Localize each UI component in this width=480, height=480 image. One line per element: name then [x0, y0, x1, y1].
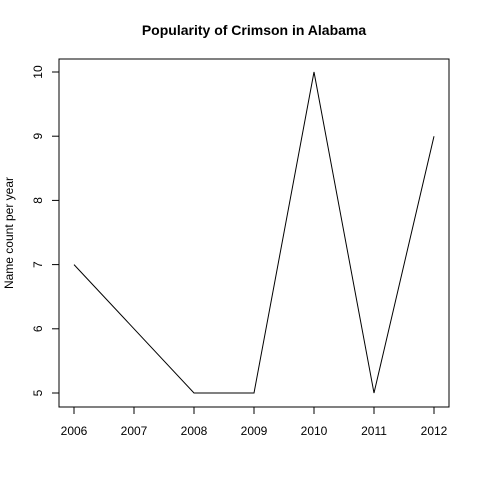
- y-tick-label-10: 10: [31, 65, 45, 79]
- y-tick-label-5: 5: [31, 389, 45, 396]
- y-axis-label: Name count per year: [2, 177, 16, 289]
- y-axis: 5 6 7 8 9 10: [31, 65, 59, 396]
- x-tick-label-2012: 2012: [421, 424, 448, 438]
- x-tick-label-2010: 2010: [301, 424, 328, 438]
- y-tick-label-7: 7: [31, 261, 45, 268]
- x-tick-label-2006: 2006: [61, 424, 88, 438]
- chart-title: Popularity of Crimson in Alabama: [142, 22, 367, 38]
- x-tick-label-2008: 2008: [181, 424, 208, 438]
- x-tick-label-2007: 2007: [121, 424, 148, 438]
- series-line-0: [73, 71, 435, 394]
- y-tick-label-8: 8: [31, 197, 45, 204]
- y-tick-label-6: 6: [31, 325, 45, 332]
- series-group: [73, 71, 435, 394]
- y-tick-label-9: 9: [31, 133, 45, 140]
- x-tick-label-2009: 2009: [241, 424, 268, 438]
- x-tick-label-2011: 2011: [361, 424, 387, 438]
- x-axis: 2006 2007 2008 2009 2010 2011 2012: [61, 407, 448, 438]
- plot-area-frame: [58, 58, 450, 408]
